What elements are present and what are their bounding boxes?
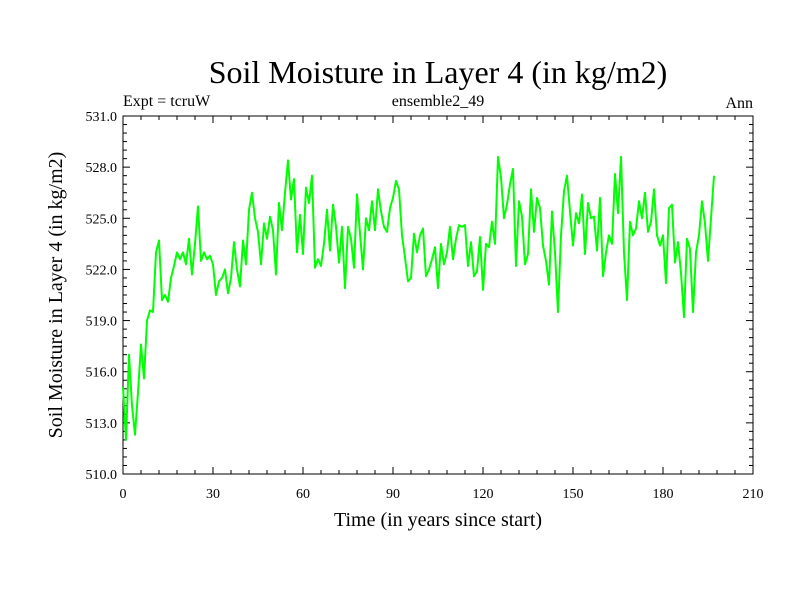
plot-frame xyxy=(122,115,754,475)
x-axis-label: Time (in years since start) xyxy=(334,509,542,531)
y-tick-label: 510.0 xyxy=(86,468,118,483)
x-tick-label: 0 xyxy=(120,487,127,502)
y-tick-label: 528.0 xyxy=(86,161,118,176)
ensemble-label: ensemble2_49 xyxy=(392,93,484,110)
period-label: Ann xyxy=(725,95,753,112)
x-tick-label: 60 xyxy=(296,487,310,502)
axis-ticks xyxy=(122,115,754,475)
tick-labels: 0 30 60 90 120 150 180 210 510.0 513.0 516.0 519.0 5… xyxy=(86,110,764,502)
x-tick-label: 210 xyxy=(743,487,764,502)
series-line xyxy=(122,155,715,441)
chart-title: Soil Moisture in Layer 4 (in kg/m2) xyxy=(209,54,668,90)
experiment-label: Expt = tcruW xyxy=(123,93,211,110)
y-tick-label: 516.0 xyxy=(86,366,118,381)
x-tick-label: 30 xyxy=(206,487,220,502)
x-tick-label: 150 xyxy=(563,487,584,502)
y-tick-label: 531.0 xyxy=(86,110,118,125)
y-axis-label: Soil Moisture in Layer 4 (in kg/m2) xyxy=(45,152,67,439)
y-tick-label: 519.0 xyxy=(86,315,118,330)
y-tick-label: 522.0 xyxy=(86,263,118,278)
x-tick-label: 180 xyxy=(653,487,674,502)
x-tick-label: 90 xyxy=(386,487,400,502)
y-tick-label: 513.0 xyxy=(86,417,118,432)
series-layer xyxy=(122,155,715,441)
y-tick-label: 525.0 xyxy=(86,212,118,227)
x-tick-label: 120 xyxy=(473,487,494,502)
